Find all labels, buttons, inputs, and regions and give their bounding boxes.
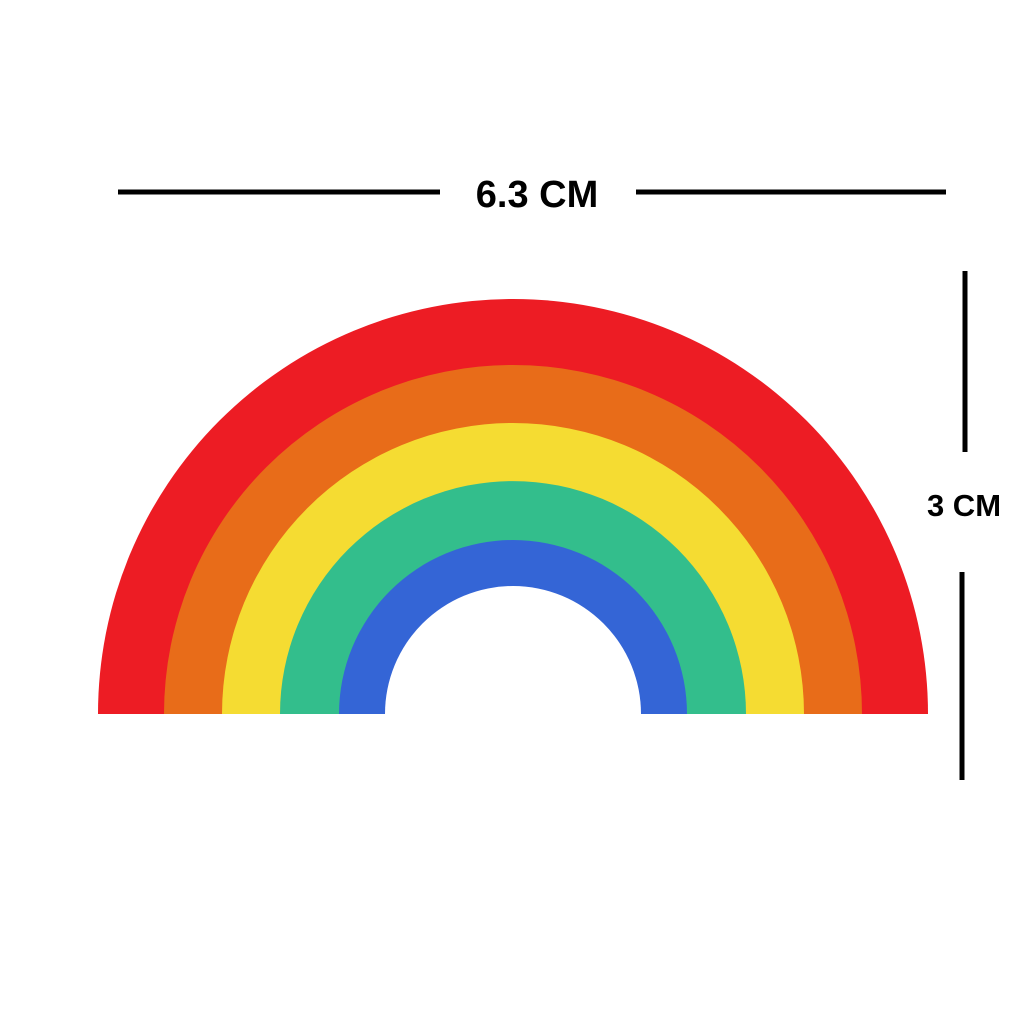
height-dimension-label: 3 CM (927, 488, 1001, 523)
rainbow (98, 299, 928, 714)
width-dimension-label: 6.3 CM (476, 174, 598, 216)
width-dimension: 6.3 CM (118, 174, 946, 216)
height-dimension: 3 CM (927, 271, 1001, 780)
rainbow-inner-hole (385, 586, 641, 714)
